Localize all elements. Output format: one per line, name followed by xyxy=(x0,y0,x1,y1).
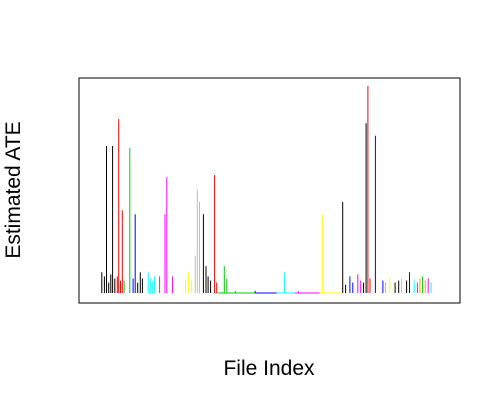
bars-layer xyxy=(101,86,432,293)
x-axis-label: File Index xyxy=(223,357,315,380)
plot-frame xyxy=(78,77,461,304)
y-axis-label: Estimated ATE xyxy=(2,121,25,258)
